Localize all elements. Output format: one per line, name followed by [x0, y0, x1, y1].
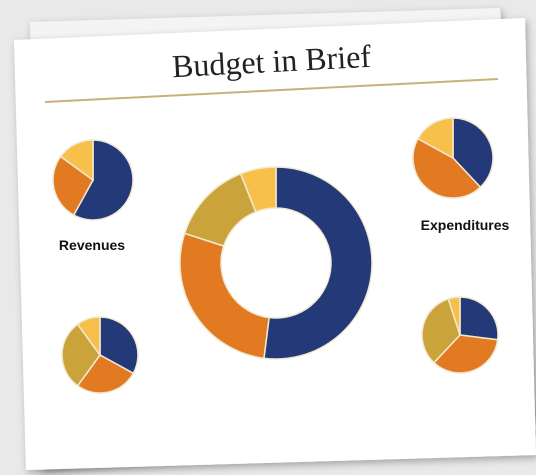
pie-slice [447, 296, 461, 336]
chart-label: Revenues [59, 237, 125, 253]
pie-slice [61, 323, 101, 387]
pie-slice [459, 296, 499, 341]
pie-slice [52, 155, 94, 217]
paper-sheet [14, 18, 536, 470]
pie-slice [99, 316, 139, 375]
pie-slice [76, 354, 135, 394]
pie-slice [421, 297, 461, 364]
pie-slice [412, 137, 482, 199]
donut-segment [239, 166, 277, 213]
pie-slice [416, 117, 454, 160]
pie-slice [452, 117, 494, 189]
donut-segment [179, 232, 270, 360]
title-rule [44, 78, 499, 103]
pie-slice [432, 334, 499, 374]
pie-slice [59, 139, 94, 182]
chart-label: Expenditures [421, 217, 510, 233]
pie-slice [76, 316, 101, 358]
pie-slice [72, 139, 134, 221]
charts: Revenues Expenditures [52, 117, 510, 394]
donut-segment [263, 166, 373, 360]
